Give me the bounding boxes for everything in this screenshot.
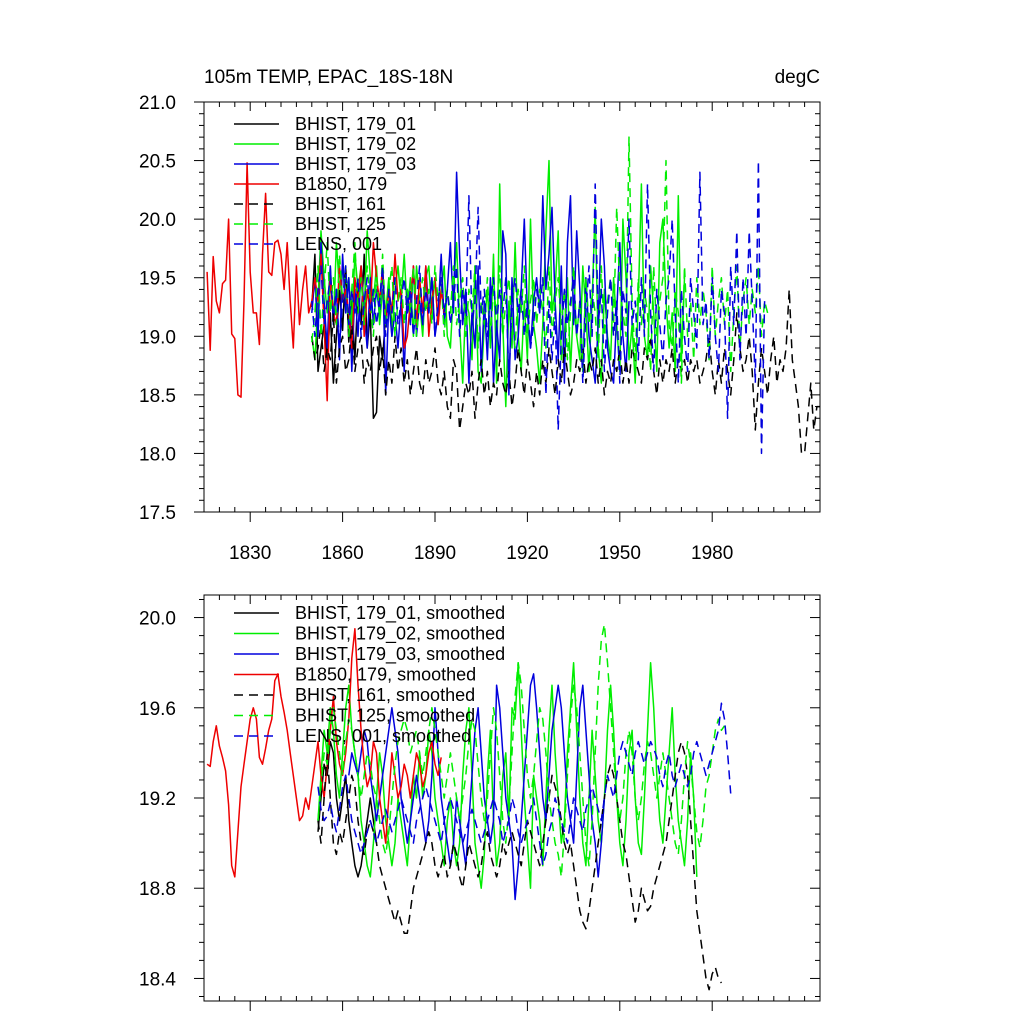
bottom-legend-label: BHIST, 179_02, smoothed — [295, 624, 505, 645]
top-y-tick-label: 20.0 — [139, 210, 176, 231]
top-y-tick-label: 19.0 — [139, 327, 176, 348]
top-y-tick-label: 17.5 — [139, 503, 176, 524]
top-series-line-bhist-161 — [311, 288, 820, 455]
top-y-tick-label: 20.5 — [139, 152, 176, 173]
top-x-tick-label: 1860 — [321, 543, 363, 564]
top-x-tick-label: 1830 — [229, 543, 271, 564]
bottom-legend-label: B1850, 179, smoothed — [295, 665, 476, 685]
top-x-tick-label: 1920 — [506, 543, 548, 564]
bottom-y-tick-label: 18.4 — [139, 969, 176, 990]
top-x-tick-label: 1950 — [599, 543, 641, 564]
bottom-y-tick-label: 19.6 — [139, 699, 176, 720]
bottom-legend-label: BHIST, 179_01, smoothed — [295, 603, 505, 624]
top-legend-label: BHIST, 161 — [295, 194, 386, 214]
top-legend-label: BHIST, 179_03 — [295, 154, 416, 175]
top-legend-label: LENS, 001 — [295, 234, 382, 254]
top-panel: 105m TEMP, EPAC_18S-18N degC 1830 1860 189… — [139, 67, 821, 564]
top-y-tick-label: 19.5 — [139, 269, 176, 290]
top-series-group — [206, 136, 820, 455]
bottom-series-group — [206, 623, 732, 991]
top-series-line-bhist-125 — [311, 136, 769, 384]
top-panel-units: degC — [775, 67, 820, 88]
top-x-tick-label: 1980 — [691, 543, 733, 564]
bottom-y-tick-label: 20.0 — [139, 609, 176, 630]
bottom-y-tick-label: 19.2 — [139, 789, 176, 810]
top-x-tick-label: 1890 — [414, 543, 456, 564]
top-ticks: 1830 1860 1890 1920 1950 1980 17.5 18.0 18.5 19.0… — [139, 93, 821, 564]
top-y-tick-label: 21.0 — [139, 93, 176, 114]
bottom-legend-label: BHIST, 125, smoothed — [295, 706, 475, 726]
bottom-legend-label: BHIST, 179_03, smoothed — [295, 644, 505, 665]
bottom-ticks: 18.4 18.8 19.2 19.6 20.0 — [139, 595, 821, 1011]
bottom-series-line-bhist-161-smoothed — [317, 740, 723, 991]
top-panel-title: 105m TEMP, EPAC_18S-18N — [204, 67, 453, 88]
top-legend-label: B1850, 179 — [295, 174, 387, 194]
bottom-panel: 18.4 18.8 19.2 19.6 20.0 BHIST, 179_01, smoot… — [139, 594, 821, 1011]
bottom-series-line-bhist-179-03-smoothed — [348, 673, 606, 901]
bottom-series-line-bhist-125-smoothed — [317, 623, 726, 878]
top-y-tick-label: 18.0 — [139, 444, 176, 465]
top-y-tick-label: 18.5 — [139, 386, 176, 407]
top-legend-label: BHIST, 179_01 — [295, 114, 416, 135]
top-legend-label: BHIST, 125 — [295, 214, 386, 234]
top-series-line-bhist-179-02 — [311, 159, 686, 408]
bottom-legend-label: LENS, 001, smoothed — [295, 726, 471, 746]
top-series-line-lens-001 — [311, 159, 766, 455]
bottom-series-line-bhist-179-02-smoothed — [317, 661, 698, 889]
top-series-line-b1850-179 — [206, 162, 445, 402]
bottom-legend-label: BHIST, 161, smoothed — [295, 685, 475, 705]
bottom-series-line-lens-001-smoothed — [317, 702, 732, 867]
bottom-series-line-bhist-179-01-smoothed — [317, 740, 378, 878]
top-legend-label: BHIST, 179_02 — [295, 134, 416, 155]
bottom-y-tick-label: 18.8 — [139, 879, 176, 900]
